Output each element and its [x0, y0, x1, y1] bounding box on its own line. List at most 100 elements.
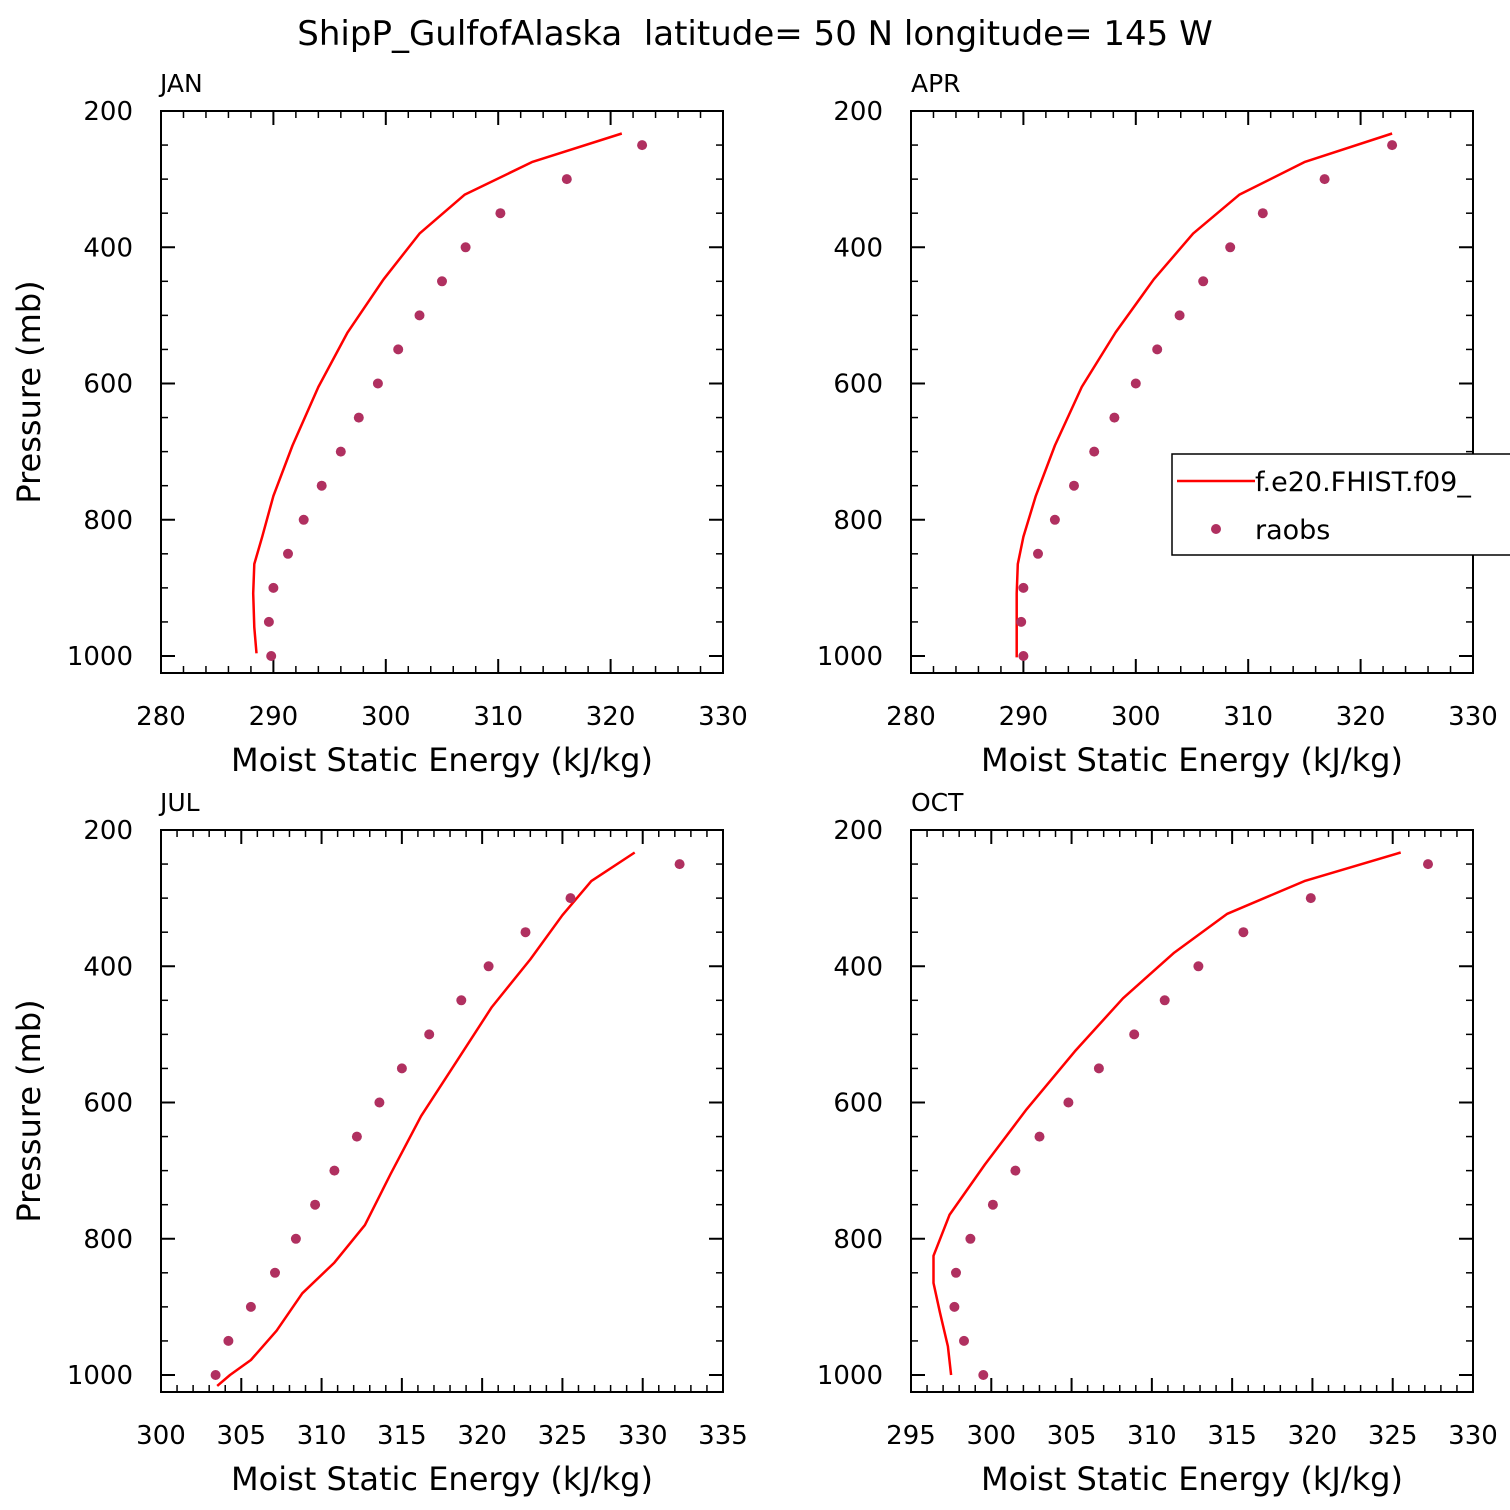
legend-dot-swatch: [1211, 524, 1221, 534]
raobs-point: [437, 276, 447, 287]
raobs-point: [674, 859, 685, 870]
y-tick-label: 200: [833, 816, 883, 846]
x-tick-label: 330: [1448, 702, 1498, 732]
x-tick-label: 280: [136, 702, 186, 732]
raobs-point: [270, 1267, 280, 1278]
raobs-point: [637, 140, 648, 151]
y-tick-label: 200: [83, 97, 133, 127]
raobs-point: [565, 893, 576, 904]
raobs-point: [316, 480, 327, 491]
y-tick-label: 600: [833, 1089, 883, 1119]
panel-label: JAN: [158, 69, 203, 98]
raobs-point: [1089, 446, 1100, 457]
plot-frame: [910, 110, 1474, 674]
x-tick-label: 280: [886, 702, 936, 732]
y-axis-label: Pressure (mb): [10, 999, 48, 1222]
raobs-point: [310, 1199, 321, 1210]
y-tick-label: 800: [83, 1225, 133, 1255]
x-tick-label: 310: [1223, 702, 1273, 732]
raobs-point: [396, 1063, 407, 1074]
raobs-point: [495, 208, 506, 219]
raobs-point: [1049, 514, 1060, 525]
x-tick-label: 300: [1111, 702, 1161, 732]
x-tick-label: 320: [1288, 1421, 1338, 1451]
raobs-point: [978, 1370, 989, 1380]
raobs-point: [1305, 893, 1316, 904]
raobs-point: [1018, 582, 1029, 593]
raobs-point: [374, 1097, 385, 1108]
raobs-point: [959, 1335, 969, 1346]
x-tick-label: 305: [1047, 1421, 1097, 1451]
x-axis-label: Moist Static Energy (kJ/kg): [231, 741, 653, 779]
y-tick-label: 600: [83, 370, 133, 400]
raobs-point: [210, 1370, 221, 1380]
legend: f.e20.FHIST.f09_ raobs: [1171, 453, 1510, 556]
y-tick-label: 1000: [817, 642, 883, 672]
plot-frame: [160, 110, 724, 674]
y-tick-label: 800: [83, 506, 133, 536]
x-tick-label: 310: [1127, 1421, 1177, 1451]
raobs-point: [1238, 927, 1249, 938]
model-profile-line: [932, 851, 1402, 1376]
raobs-point: [335, 446, 346, 457]
raobs-point: [1257, 208, 1268, 219]
y-tick-label: 600: [833, 370, 883, 400]
raobs-point: [329, 1165, 340, 1176]
y-tick-label: 1000: [67, 1361, 133, 1391]
raobs-point: [414, 310, 425, 321]
x-tick-label: 320: [586, 702, 636, 732]
raobs-point: [351, 1131, 362, 1142]
panel-label: JUL: [158, 788, 200, 817]
raobs-point: [965, 1233, 976, 1244]
y-tick-label: 200: [833, 97, 883, 127]
x-tick-label: 300: [361, 702, 411, 732]
y-tick-label: 800: [833, 506, 883, 536]
raobs-point: [263, 616, 274, 627]
raobs-point: [1174, 310, 1185, 321]
y-tick-label: 400: [83, 233, 133, 263]
panel-jan: JAN Moist Static Energy (kJ/kg) Pressure…: [10, 69, 748, 779]
x-tick-label: 330: [1448, 1421, 1498, 1451]
raobs-point: [1193, 961, 1204, 972]
raobs-point: [1130, 378, 1141, 389]
panel-oct: OCT Moist Static Energy (kJ/kg) 295 300 30…: [817, 788, 1498, 1498]
raobs-point: [1034, 1131, 1045, 1142]
x-axis-label: Moist Static Energy (kJ/kg): [231, 1460, 653, 1498]
x-tick-label: 330: [698, 702, 748, 732]
x-tick-label: 315: [377, 1421, 427, 1451]
x-tick-label: 295: [886, 1421, 936, 1451]
model-profile-line: [216, 851, 636, 1387]
raobs-point: [1152, 344, 1163, 355]
raobs-point: [1109, 412, 1120, 423]
x-tick-label: 300: [136, 1421, 186, 1451]
raobs-point: [1159, 995, 1170, 1006]
y-tick-label: 800: [833, 1225, 883, 1255]
y-tick-label: 600: [83, 1089, 133, 1119]
raobs-point: [353, 412, 364, 423]
x-tick-label: 290: [249, 702, 299, 732]
legend-model-label: f.e20.FHIST.f09_: [1255, 467, 1471, 498]
x-axis-label: Moist Static Energy (kJ/kg): [981, 741, 1403, 779]
x-tick-label: 325: [1368, 1421, 1418, 1451]
raobs-point: [520, 927, 531, 938]
raobs-point: [1033, 548, 1043, 559]
panel-apr: APR Moist Static Energy (kJ/kg) 280 290 30…: [817, 69, 1498, 779]
x-tick-label: 335: [698, 1421, 748, 1451]
panel-label: APR: [911, 69, 961, 98]
raobs-point: [298, 514, 309, 525]
model-profile-line: [251, 132, 623, 654]
figure-title: ShipP_GulfofAlaska latitude= 50 N longit…: [297, 14, 1212, 54]
y-tick-label: 400: [833, 952, 883, 982]
raobs-point: [266, 651, 277, 661]
raobs-point: [245, 1301, 256, 1312]
raobs-point: [460, 242, 471, 253]
raobs-point: [1225, 242, 1236, 253]
x-tick-label: 320: [1336, 702, 1386, 732]
raobs-point: [483, 961, 494, 972]
x-tick-label: 330: [618, 1421, 668, 1451]
raobs-point: [1198, 276, 1209, 287]
raobs-point: [1093, 1063, 1104, 1074]
x-tick-label: 310: [297, 1421, 347, 1451]
x-tick-label: 320: [457, 1421, 507, 1451]
